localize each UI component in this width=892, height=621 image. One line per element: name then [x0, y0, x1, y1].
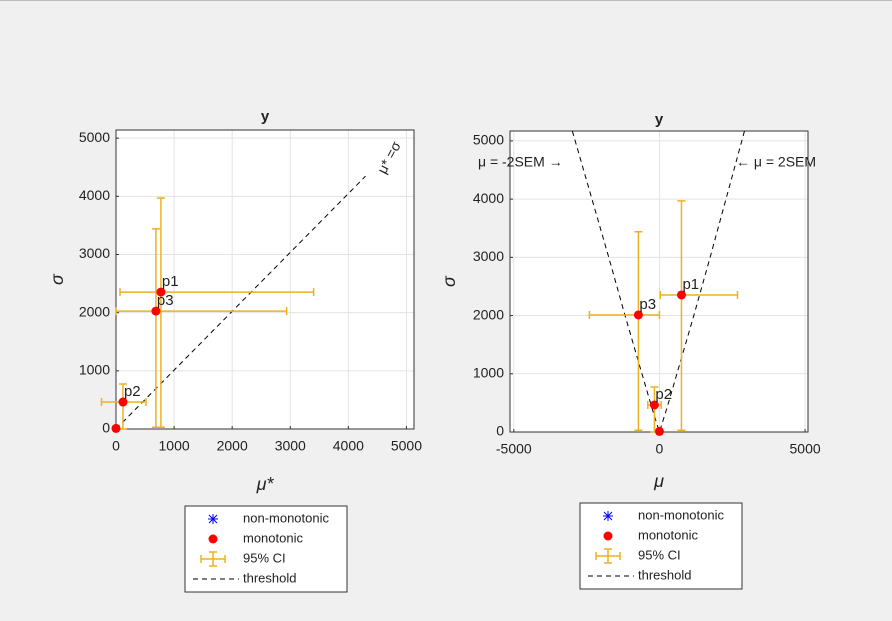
point-label: p2	[124, 383, 141, 400]
legend-label: threshold	[638, 567, 691, 582]
legend-icon	[603, 531, 613, 541]
legend-label: monotonic	[638, 527, 698, 542]
x-tick-label: 5000	[790, 441, 821, 457]
point	[151, 306, 161, 316]
x-tick-label: 2000	[217, 438, 248, 454]
y-error-bar	[151, 228, 160, 429]
legend-label: monotonic	[243, 530, 303, 545]
chart-title: y	[655, 111, 664, 128]
plot-area	[116, 130, 414, 429]
point-label: p1	[162, 273, 179, 290]
annotation: ← μ = 2SEM	[736, 154, 816, 170]
legend-icon	[603, 511, 613, 521]
x-tick-label: 0	[656, 441, 664, 457]
x-axis-label: μ*	[256, 474, 275, 494]
point	[156, 287, 166, 297]
y-tick-label: 0	[496, 423, 504, 439]
point	[111, 423, 121, 433]
x-tick-label: 4000	[333, 438, 364, 454]
legend-label: 95% CI	[243, 550, 286, 565]
point	[649, 400, 659, 410]
legend-label: threshold	[243, 570, 296, 585]
y-axis-label: σ	[47, 273, 67, 285]
point-label: p1	[682, 276, 699, 293]
point-label: p3	[157, 292, 174, 309]
y-axis-label: σ	[439, 275, 459, 287]
y-error-bar	[677, 200, 686, 432]
point-label: p3	[639, 296, 656, 313]
point	[633, 310, 643, 320]
y-tick-label: 2000	[79, 303, 110, 319]
legend-label: 95% CI	[638, 547, 681, 562]
y-tick-label: 0	[102, 420, 110, 436]
point	[118, 397, 128, 407]
y-tick-label: 1000	[473, 364, 504, 380]
x-tick-label: 3000	[275, 438, 306, 454]
y-error-bar	[634, 230, 643, 432]
point	[654, 426, 664, 436]
point	[676, 290, 686, 300]
y-tick-label: 5000	[473, 132, 504, 148]
x-error-bar	[119, 288, 315, 297]
y-tick-label: 4000	[79, 187, 110, 203]
y-tick-label: 1000	[79, 362, 110, 378]
legend-label: non-monotonic	[638, 507, 724, 522]
x-error-bar	[659, 290, 739, 299]
x-tick-label: -5000	[496, 441, 532, 457]
legend-label: non-monotonic	[243, 510, 329, 525]
axes-box	[115, 129, 415, 430]
x-error-bar	[115, 307, 288, 316]
legend-icon	[208, 534, 218, 544]
x-tick-label: 5000	[391, 438, 422, 454]
x-tick-label: 0	[112, 438, 120, 454]
x-axis-label: μ	[653, 471, 664, 491]
legend-icon	[595, 548, 621, 564]
point-label: p2	[655, 386, 672, 403]
y-tick-label: 5000	[79, 129, 110, 145]
x-tick-label: 1000	[159, 438, 190, 454]
x-error-bar	[588, 310, 661, 319]
threshold-line	[571, 130, 745, 434]
y-tick-label: 2000	[473, 306, 504, 322]
chart-title: y	[261, 108, 270, 125]
annotation: μ = -2SEM →	[478, 154, 563, 170]
legend-icon	[208, 514, 218, 524]
y-tick-label: 3000	[473, 248, 504, 264]
legend-icon	[200, 551, 226, 567]
y-tick-label: 4000	[473, 190, 504, 206]
y-tick-label: 3000	[79, 245, 110, 261]
